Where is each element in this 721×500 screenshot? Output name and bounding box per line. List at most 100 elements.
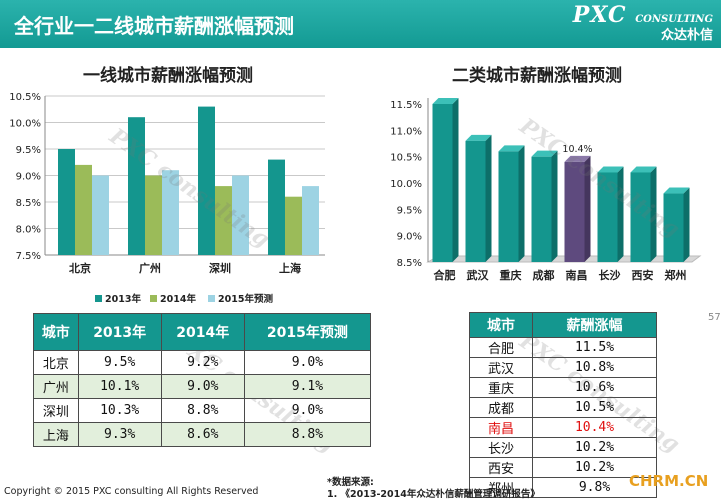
x-tick-label: 南昌 (566, 268, 588, 282)
x-tick-label: 北京 (69, 261, 91, 275)
value-cell: 8.8% (243, 422, 372, 447)
tier1-bar-chart: 7.5% 8.0% 8.5% 9.0% 9.5% 10.0% 10.5% 北京 广州 深圳 上海 20… (9, 92, 325, 305)
y-tick-label: 9.0% (16, 172, 41, 183)
legend-swatch (95, 295, 102, 302)
table-row: 重庆 10.6% (468, 377, 657, 398)
y-tick-label: 8.5% (16, 198, 41, 209)
y-tick-label: 11.5% (390, 100, 422, 111)
bar-top (465, 134, 492, 141)
city-cell: 上海 (33, 422, 79, 447)
table-row: 武汉 10.8% (468, 357, 657, 378)
bar-side (452, 98, 459, 262)
bar (531, 156, 552, 262)
x-tick-label: 合肥 (434, 268, 456, 282)
y-tick-label: 8.0% (16, 225, 41, 236)
bar-top (564, 155, 591, 162)
legend-swatch (208, 295, 215, 302)
bar (58, 149, 75, 255)
city-cell: 长沙 (468, 437, 534, 458)
legend-label: 2013年 (105, 293, 141, 305)
bar (432, 104, 453, 262)
bar-side (518, 145, 525, 262)
tier2-bar-chart: 8.5% 9.0% 9.5% 10.0% 10.5% 11.0% 11.5% 合肥 武汉 重庆 成都… (390, 98, 702, 282)
legend-label: 2015年预测 (218, 293, 273, 305)
bar (465, 140, 486, 262)
y-tick-label: 10.5% (9, 92, 41, 103)
bar (128, 117, 145, 255)
x-tick-label: 郑州 (665, 268, 687, 282)
x-tick-label: 武汉 (467, 268, 490, 282)
x-tick-label: 成都 (533, 268, 555, 282)
brand-name-cn: 众达朴信 (660, 28, 713, 43)
y-tick-label: 11.0% (390, 126, 422, 137)
value-cell: 10.8% (532, 357, 657, 378)
legend-swatch (150, 295, 157, 302)
y-tick-label: 9.5% (397, 205, 422, 216)
table-row: 北京 9.5% 9.2% 9.0% (33, 350, 372, 375)
city-cell: 深圳 (33, 398, 79, 423)
site-watermark: CHRM.CN (629, 472, 709, 490)
value-cell: 10.1% (77, 374, 162, 399)
chart1-title: 一线城市薪酬涨幅预测 (83, 66, 253, 86)
bar (597, 172, 618, 262)
y-tick-label: 7.5% (16, 251, 41, 262)
bar-top (663, 187, 690, 194)
bar (302, 186, 319, 255)
value-cell: 10.5% (532, 397, 657, 418)
source-label: *数据来源: (327, 477, 374, 488)
bar-side (485, 134, 492, 262)
bar (285, 196, 302, 255)
page-number: 57 (708, 312, 721, 323)
bar-top (531, 150, 558, 157)
table-row: 郑州 9.8% (468, 477, 657, 498)
bar (162, 170, 179, 255)
bar (564, 161, 585, 262)
value-cell: 11.5% (532, 337, 657, 358)
x-tick-label: 重庆 (500, 268, 522, 282)
value-cell: 9.0% (243, 350, 372, 375)
value-cell: 9.8% (532, 477, 657, 498)
table-row: 广州 10.1% 9.0% 9.1% (33, 374, 372, 399)
bar-side (551, 150, 558, 262)
bar-top (597, 166, 624, 173)
city-cell: 武汉 (468, 357, 534, 378)
x-tick-label: 长沙 (599, 268, 621, 282)
bar (92, 175, 109, 255)
value-cell: 10.4% (532, 417, 657, 438)
table-header: 2013年 (77, 313, 162, 351)
bar-side (617, 166, 624, 262)
bar-top (630, 166, 657, 173)
bar-side (683, 187, 690, 262)
copyright-text: Copyright © 2015 PXC consulting All Righ… (4, 486, 259, 497)
x-tick-label: 上海 (279, 261, 301, 275)
table-header: 2014年 (160, 313, 245, 351)
bar (663, 193, 684, 262)
x-tick-label: 深圳 (209, 261, 231, 275)
tier2-table: 城市 薪酬涨幅 合肥 11.5% 武汉 10.8% 重庆 10.6% 成都 10.5% 南昌 10… (468, 312, 657, 498)
value-cell: 8.6% (160, 422, 245, 447)
page-title: 全行业一二线城市薪酬涨幅预测 (14, 14, 294, 38)
bar (268, 159, 285, 255)
bar (198, 106, 215, 255)
y-tick-label: 10.5% (390, 153, 422, 164)
brand-logo-text: PXC (572, 2, 627, 28)
tier1-table: 城市 2013年 2014年 2015年预测 北京 9.5% 9.2% 9.0%… (33, 313, 372, 447)
x-tick-label: 广州 (139, 261, 161, 275)
bar (498, 151, 519, 262)
city-cell: 广州 (33, 374, 79, 399)
table-row: 长沙 10.2% (468, 437, 657, 458)
table-header: 薪酬涨幅 (532, 312, 657, 338)
bar-side (584, 155, 591, 262)
bar (75, 164, 92, 255)
value-cell: 9.3% (77, 422, 162, 447)
y-tick-label: 10.0% (9, 119, 41, 130)
brand-logo-sub: CONSULTING (635, 14, 713, 25)
city-cell: 西安 (468, 457, 534, 478)
source-item: 1. 《2013-2014年众达朴信薪酬管理调研报告》 (327, 489, 540, 500)
value-cell: 9.0% (243, 398, 372, 423)
value-cell: 9.5% (77, 350, 162, 375)
table-row: 南昌 10.4% (468, 417, 657, 438)
chart2-title: 二类城市薪酬涨幅预测 (452, 66, 622, 86)
header-bar: 全行业一二线城市薪酬涨幅预测 PXC CONSULTING 众达朴信 (0, 0, 721, 48)
table-header: 城市 (33, 313, 79, 351)
